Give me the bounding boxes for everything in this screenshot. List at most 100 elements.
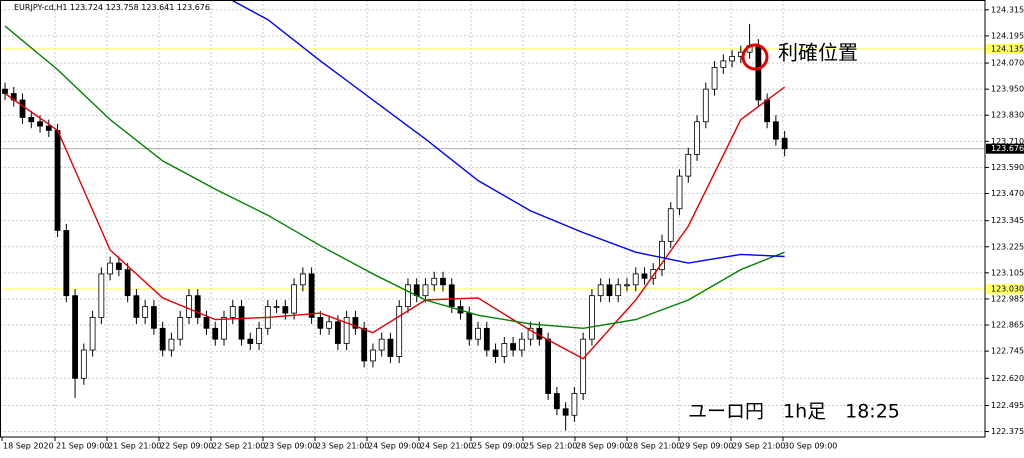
- candle-body: [80, 349, 87, 379]
- candle-body: [466, 312, 473, 340]
- x-tick-label: 25 Sep 21:00: [524, 442, 577, 451]
- candle-body: [168, 338, 175, 351]
- y-tick-label: 122.985: [991, 294, 1024, 303]
- candle-body: [659, 240, 665, 270]
- x-tick-label: 22 Sep 21:00: [212, 442, 265, 451]
- y-tick-label: 124.315: [991, 5, 1024, 14]
- marks: [2, 0, 788, 431]
- candle-body: [650, 269, 657, 279]
- x-tick-label: 21 Sep 09:00: [56, 442, 109, 451]
- candle-body: [396, 306, 403, 357]
- candle-body: [632, 273, 639, 286]
- candle-body: [142, 306, 149, 318]
- x-tick-label: 21 Sep 21:00: [108, 442, 161, 451]
- last-price-box: [986, 143, 1024, 154]
- candle-body: [124, 269, 131, 297]
- candle-body: [177, 317, 184, 340]
- candle-body: [194, 295, 201, 318]
- level-label-box: [986, 43, 1024, 54]
- candle-body: [667, 208, 674, 242]
- y-tick-label: 123.345: [991, 216, 1024, 225]
- candle-body: [54, 130, 61, 231]
- candle-body: [483, 327, 490, 351]
- y-tick-label: 124.070: [991, 59, 1024, 68]
- candle-body: [361, 327, 368, 362]
- y-tick-label: 122.745: [991, 347, 1024, 356]
- candle-body: [772, 121, 779, 140]
- candle-body: [115, 262, 122, 270]
- candle-body: [212, 327, 219, 340]
- candle-body: [299, 273, 306, 286]
- x-tick-label: 23 Sep 21:00: [316, 442, 369, 451]
- candle-body: [308, 273, 315, 318]
- y-tick-label: 122.865: [991, 321, 1024, 330]
- moving-average: [229, 0, 785, 264]
- candle-body: [422, 284, 429, 297]
- x-tick-label: 30 Sep 09:00: [784, 442, 837, 451]
- x-tick-label: 22 Sep 09:00: [160, 442, 213, 451]
- candle-body: [781, 137, 788, 150]
- annotation: 利確位置: [778, 41, 858, 65]
- y-tick-label: 123.830: [991, 111, 1024, 120]
- candle-body: [518, 338, 525, 351]
- candle-body: [133, 295, 140, 318]
- candle-body: [89, 317, 96, 351]
- take-profit-circle: [741, 43, 769, 71]
- x-tick-label: 18 Sep 2020: [3, 442, 54, 451]
- y-tick-label: 124.195: [991, 31, 1024, 40]
- y-tick-label: 123.590: [991, 163, 1024, 172]
- moving-average: [4, 86, 786, 360]
- candle-body: [694, 121, 700, 155]
- candle-body: [159, 327, 166, 351]
- candle-body: [203, 317, 210, 329]
- candle-body: [615, 284, 622, 297]
- candle-body: [676, 175, 683, 210]
- plot-frame: [0, 0, 986, 438]
- candle-body: [343, 317, 350, 344]
- level-label-box: [986, 284, 1024, 295]
- candle-body: [527, 327, 534, 340]
- candle-body: [352, 317, 359, 329]
- candle-body: [431, 277, 438, 286]
- level-label: 123.030: [991, 285, 1024, 294]
- candle-body: [545, 338, 552, 394]
- candle-body: [562, 408, 569, 416]
- candle-body: [221, 317, 227, 340]
- candle-body: [98, 273, 105, 318]
- candle-body: [720, 60, 727, 68]
- y-tick-label: 122.375: [991, 427, 1024, 436]
- y-tick-label: 123.950: [991, 85, 1024, 94]
- candle-body: [448, 284, 455, 307]
- candle-body: [387, 338, 394, 357]
- candle-body: [475, 327, 481, 340]
- candle-body: [589, 295, 595, 340]
- candle-body: [571, 393, 578, 416]
- x-tick-label: 24 Sep 09:00: [368, 442, 421, 451]
- candle-body: [28, 117, 35, 123]
- y-tick-label: 123.710: [991, 137, 1024, 146]
- candle-body: [107, 262, 114, 275]
- candle-body: [186, 295, 192, 318]
- candle-body: [2, 88, 8, 94]
- candle-body: [37, 121, 43, 127]
- candle-body: [501, 343, 508, 357]
- candle-body: [72, 295, 78, 379]
- candle-body: [764, 99, 771, 123]
- candle-body: [151, 306, 157, 329]
- caption: ユーロ円 1h足 18:25: [688, 401, 900, 423]
- candle-body: [729, 56, 735, 62]
- candle-body: [247, 338, 254, 344]
- candle-body: [405, 284, 411, 307]
- candle-body: [685, 153, 692, 177]
- candle-body: [755, 45, 762, 101]
- x-tick-label: 25 Sep 09:00: [472, 442, 525, 451]
- candle-body: [317, 317, 324, 329]
- last-price-label: 123.676: [991, 144, 1024, 153]
- candle-body: [282, 306, 289, 314]
- moving-average: [4, 25, 785, 330]
- y-tick-label: 123.225: [991, 242, 1024, 251]
- candle-body: [45, 125, 52, 131]
- candle-body: [370, 349, 376, 362]
- candle-body: [440, 277, 446, 286]
